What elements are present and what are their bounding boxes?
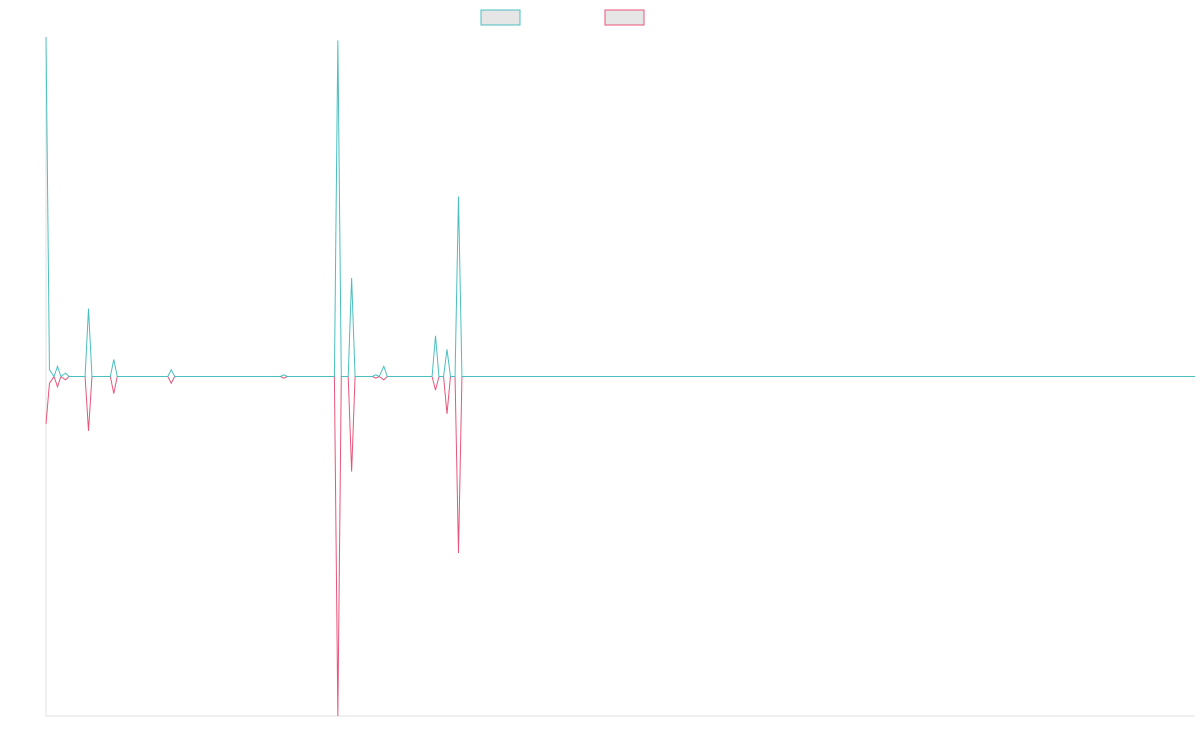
chart-axes (45, 37, 1195, 717)
series-line-2 (45, 375, 1195, 717)
chart-series (45, 36, 1195, 717)
legend-swatch-2[interactable] (604, 9, 645, 26)
legend-swatch-1[interactable] (480, 9, 521, 26)
chart-legend[interactable] (480, 9, 645, 26)
series-line-1 (45, 36, 1195, 378)
